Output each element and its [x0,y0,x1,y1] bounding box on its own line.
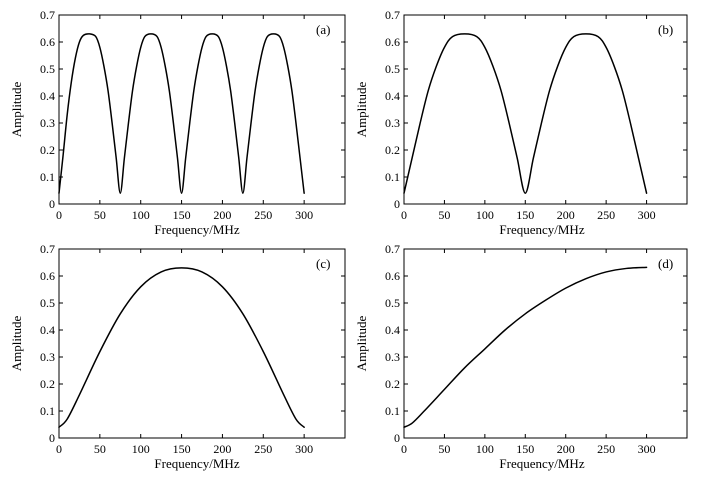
chart-panel-3: 0 50 100 150 200 250 300 0 0.1 0.2 0.3 0.4 0.5 0.6 0.7… [354,242,688,471]
y-tick-label: 0.6 [40,269,55,283]
y-tick-label: 0.3 [385,116,400,130]
y-tick-label: 0.5 [385,62,400,76]
x-tick-label: 150 [173,208,191,222]
y-tick-label: 0.3 [40,116,55,130]
y-tick-label: 0.1 [40,404,55,418]
x-axis-label: Frequency/MHz [154,222,239,237]
chart-panel-1: 0 50 100 150 200 250 300 0 0.1 0.2 0.3 0.4 0.5 0.6 0.7… [354,8,688,237]
x-tick-label: 250 [254,442,272,456]
chart-panel-0: 0 50 100 150 200 250 300 0 0.1 0.2 0.3 0.4 0.5 0.6 0.7… [9,8,346,237]
y-tick-label: 0 [394,431,400,445]
y-tick-label: 0.1 [385,404,400,418]
plot-area-frame [58,14,346,205]
y-tick-label: 0 [394,197,400,211]
y-tick-label: 0 [49,197,55,211]
plot-area-frame [403,248,688,439]
y-tick-label: 0.5 [40,296,55,310]
series-line-0 [58,33,305,194]
x-tick-label: 200 [213,442,231,456]
y-axis-label: Amplitude [354,81,369,137]
x-tick-label: 50 [94,208,106,222]
x-tick-label: 0 [401,442,407,456]
x-tick-label: 300 [638,208,656,222]
x-tick-label: 0 [56,442,62,456]
y-tick-label: 0.2 [385,143,400,157]
x-tick-label: 150 [516,442,534,456]
y-axis-label: Amplitude [354,315,369,371]
x-tick-label: 300 [295,208,313,222]
x-tick-label: 0 [401,208,407,222]
x-tick-label: 0 [56,208,62,222]
y-tick-label: 0.4 [40,89,55,103]
x-tick-label: 250 [254,208,272,222]
y-tick-label: 0.4 [385,89,400,103]
panel-label: (b) [658,22,673,37]
x-tick-label: 150 [173,442,191,456]
chart-panel-2: 0 50 100 150 200 250 300 0 0.1 0.2 0.3 0.4 0.5 0.6 0.7… [9,242,346,471]
x-tick-label: 50 [438,208,450,222]
x-axis-label: Frequency/MHz [499,222,584,237]
plot-area-frame [403,14,688,205]
y-tick-label: 0.5 [385,296,400,310]
y-tick-label: 0.1 [385,170,400,184]
y-tick-label: 0.7 [40,242,55,256]
panel-label: (d) [658,256,673,271]
y-tick-label: 0.7 [385,242,400,256]
panel-label: (c) [316,256,330,271]
y-tick-label: 0.2 [385,377,400,391]
y-tick-label: 0.3 [40,350,55,364]
y-tick-label: 0.2 [40,143,55,157]
x-tick-label: 300 [638,442,656,456]
y-tick-label: 0.6 [385,269,400,283]
x-tick-label: 50 [438,442,450,456]
x-tick-label: 100 [132,208,150,222]
y-tick-label: 0 [49,431,55,445]
y-axis-label: Amplitude [9,315,24,371]
x-tick-label: 100 [476,442,494,456]
x-tick-label: 250 [597,208,615,222]
y-tick-label: 0.5 [40,62,55,76]
x-tick-label: 300 [295,442,313,456]
y-tick-label: 0.4 [40,323,55,337]
x-axis-label: Frequency/MHz [499,456,584,471]
y-tick-label: 0.6 [40,35,55,49]
x-axis-label: Frequency/MHz [154,456,239,471]
panel-label: (a) [316,22,330,37]
y-axis-label: Amplitude [9,81,24,137]
x-tick-label: 200 [213,208,231,222]
series-line-0 [403,266,648,428]
y-tick-label: 0.6 [385,35,400,49]
series-line-0 [58,267,305,428]
y-tick-label: 0.1 [40,170,55,184]
plot-area-frame [58,248,346,439]
y-tick-label: 0.7 [385,8,400,22]
x-tick-label: 50 [94,442,106,456]
y-tick-label: 0.7 [40,8,55,22]
y-tick-label: 0.3 [385,350,400,364]
series-line-0 [403,33,648,194]
x-tick-label: 100 [132,442,150,456]
y-tick-label: 0.4 [385,323,400,337]
x-tick-label: 200 [557,442,575,456]
y-tick-label: 0.2 [40,377,55,391]
x-tick-label: 200 [557,208,575,222]
x-tick-label: 150 [516,208,534,222]
x-tick-label: 250 [597,442,615,456]
x-tick-label: 100 [476,208,494,222]
